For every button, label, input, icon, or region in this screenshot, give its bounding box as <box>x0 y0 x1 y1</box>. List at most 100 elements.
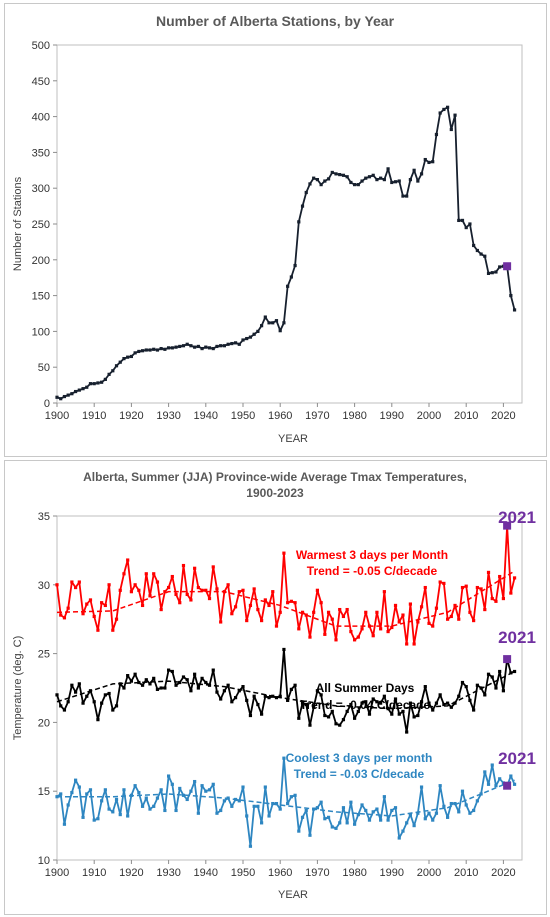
stations-data-point <box>382 178 386 182</box>
data-point <box>126 674 130 678</box>
data-point <box>382 795 386 799</box>
data-point <box>427 811 431 815</box>
data-point <box>393 806 398 810</box>
data-point <box>100 601 104 605</box>
stations-data-point <box>412 168 416 172</box>
stations-data-point <box>423 157 427 162</box>
data-point <box>148 682 152 686</box>
y-tick-label: 200 <box>32 255 50 267</box>
data-point <box>405 730 409 734</box>
data-point <box>193 672 197 676</box>
data-point <box>140 603 145 608</box>
stations-data-point <box>312 176 316 180</box>
x-tick-label: 1960 <box>268 410 292 422</box>
data-point <box>364 610 368 614</box>
x-axis-label: YEAR <box>278 889 308 901</box>
x-tick-label: 1980 <box>342 410 366 422</box>
chart-subtitle: 1900-2023 <box>246 486 304 500</box>
data-point <box>315 588 319 592</box>
temperature-chart-panel: Alberta, Summer (JJA) Province-wide Aver… <box>4 460 547 915</box>
stations-data-point <box>92 382 96 386</box>
data-point <box>304 613 308 617</box>
x-tick-label: 1950 <box>231 410 255 422</box>
stations-data-point <box>159 346 163 351</box>
data-point <box>193 566 197 570</box>
data-point <box>81 815 85 819</box>
stations-data-point <box>300 204 305 208</box>
data-point <box>460 585 465 590</box>
data-point <box>286 698 290 702</box>
data-point <box>349 629 353 634</box>
data-point <box>88 598 93 602</box>
stations-data-point <box>148 348 152 352</box>
stations-data-point <box>472 243 476 248</box>
data-point <box>85 792 89 796</box>
data-point <box>282 647 286 652</box>
plot-area <box>56 515 523 861</box>
data-point <box>55 693 59 697</box>
data-point <box>512 576 517 580</box>
y-tick-label: 450 <box>32 76 50 88</box>
stations-data-point <box>129 354 133 359</box>
data-point <box>233 696 238 700</box>
data-point <box>460 789 465 793</box>
data-point <box>408 701 412 705</box>
data-point <box>382 590 386 594</box>
series-line <box>56 648 515 733</box>
stations-data-point <box>196 344 200 349</box>
data-point <box>315 806 319 810</box>
data-point <box>222 799 226 803</box>
stations-data-point <box>416 179 420 183</box>
data-point <box>330 825 334 829</box>
data-point <box>267 603 271 608</box>
data-point <box>81 701 85 705</box>
data-point <box>483 693 487 697</box>
data-point <box>457 810 461 814</box>
y-axis-label: Number of Stations <box>12 176 24 271</box>
data-point <box>100 799 104 803</box>
data-point <box>349 800 353 804</box>
data-point <box>416 713 420 718</box>
x-tick-label: 1970 <box>305 410 329 422</box>
data-point <box>423 685 427 689</box>
data-point <box>85 694 89 698</box>
data-point <box>144 796 148 800</box>
data-point <box>85 602 89 606</box>
stations-data-point <box>274 319 279 323</box>
data-point <box>92 614 96 619</box>
data-point <box>297 716 301 720</box>
data-point <box>70 790 74 795</box>
data-point <box>304 808 308 813</box>
stations-data-point <box>193 345 197 349</box>
data-point <box>185 592 189 597</box>
data-point <box>472 708 476 712</box>
data-point <box>118 588 122 592</box>
data-point <box>137 790 141 795</box>
data-point <box>501 689 505 693</box>
data-point <box>137 680 141 685</box>
data-point <box>126 558 130 562</box>
data-point <box>222 689 226 693</box>
data-point <box>486 570 491 575</box>
data-point <box>245 814 249 818</box>
stations-data-point <box>96 381 100 385</box>
data-point <box>449 614 453 619</box>
data-point <box>308 635 312 639</box>
stations-data-point <box>152 347 156 351</box>
data-point <box>479 686 483 690</box>
stations-data-point <box>219 344 223 348</box>
data-point <box>293 793 297 797</box>
stations-series-line <box>56 106 516 400</box>
data-point <box>371 697 375 701</box>
data-point <box>114 704 119 708</box>
data-point <box>446 815 450 819</box>
stations-data-point <box>74 389 78 394</box>
stations-data-point <box>263 315 267 319</box>
stations-data-point <box>438 111 442 115</box>
stations-data-point <box>163 347 167 351</box>
y-tick-label: 10 <box>38 855 50 867</box>
data-point <box>323 713 327 718</box>
data-point <box>498 777 502 781</box>
data-point <box>479 587 483 591</box>
data-point <box>260 712 264 716</box>
